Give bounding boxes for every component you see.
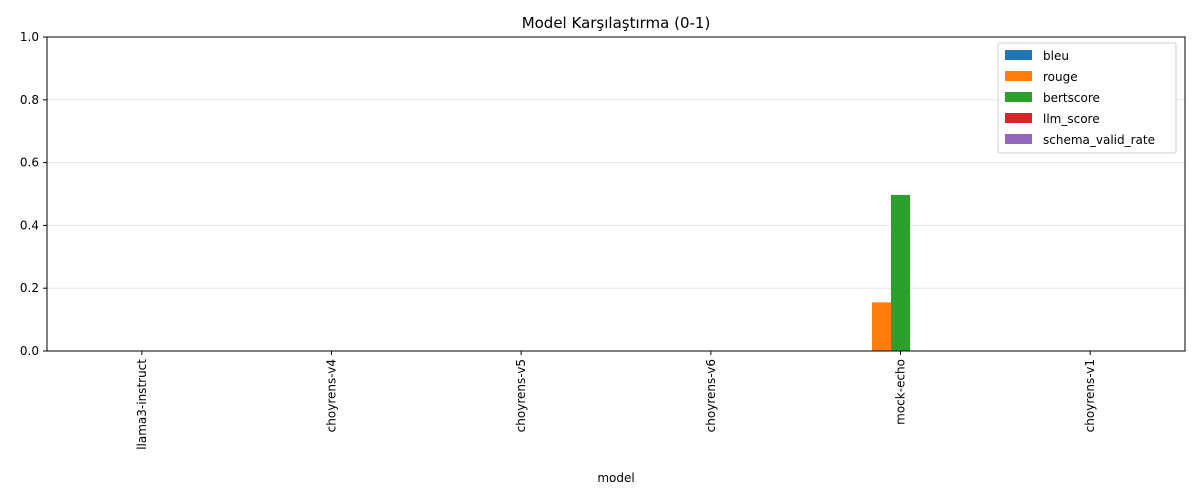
x-axis-title: model — [597, 471, 634, 485]
chart-title: Model Karşılaştırma (0-1) — [522, 14, 711, 32]
legend-swatch — [1005, 92, 1032, 102]
legend-label: bleu — [1043, 49, 1069, 63]
grid-lines — [47, 99, 1185, 289]
y-tick-label: 0.2 — [20, 281, 39, 295]
plot-frame — [46, 36, 1186, 352]
bar-bertscore — [891, 194, 910, 351]
legend-label: bertscore — [1043, 91, 1100, 105]
x-tick-label: choyrens-v4 — [325, 359, 339, 432]
legend-label: rouge — [1043, 70, 1078, 84]
bars — [872, 194, 910, 351]
x-tick-label: mock-echo — [894, 359, 908, 425]
y-axis: 0.0 0.2 0.4 0.6 0.8 1.0 — [20, 30, 47, 358]
x-tick-label: llama3-instruct — [135, 359, 149, 450]
y-tick-label: 0.6 — [20, 156, 39, 170]
y-tick-label: 1.0 — [20, 30, 39, 44]
x-axis: llama3-instruct choyrens-v4 choyrens-v5 cho… — [135, 351, 1097, 450]
x-tick-label: choyrens-v1 — [1083, 359, 1097, 432]
x-tick-label: choyrens-v6 — [704, 359, 718, 432]
legend-label: llm_score — [1043, 112, 1100, 126]
y-tick-label: 0.8 — [20, 93, 39, 107]
bar-rouge — [872, 302, 891, 351]
legend-swatch — [1005, 134, 1032, 144]
legend-box — [997, 42, 1177, 154]
legend: bleu rouge bertscore llm_score schema_valid_… — [997, 42, 1177, 154]
x-tick-label: choyrens-v5 — [514, 359, 528, 432]
legend-label: schema_valid_rate — [1043, 133, 1155, 147]
y-tick-label: 0.0 — [20, 344, 39, 358]
legend-swatch — [1005, 71, 1032, 81]
y-tick-label: 0.4 — [20, 218, 39, 232]
legend-swatch — [1005, 50, 1032, 60]
legend-swatch — [1005, 113, 1032, 123]
